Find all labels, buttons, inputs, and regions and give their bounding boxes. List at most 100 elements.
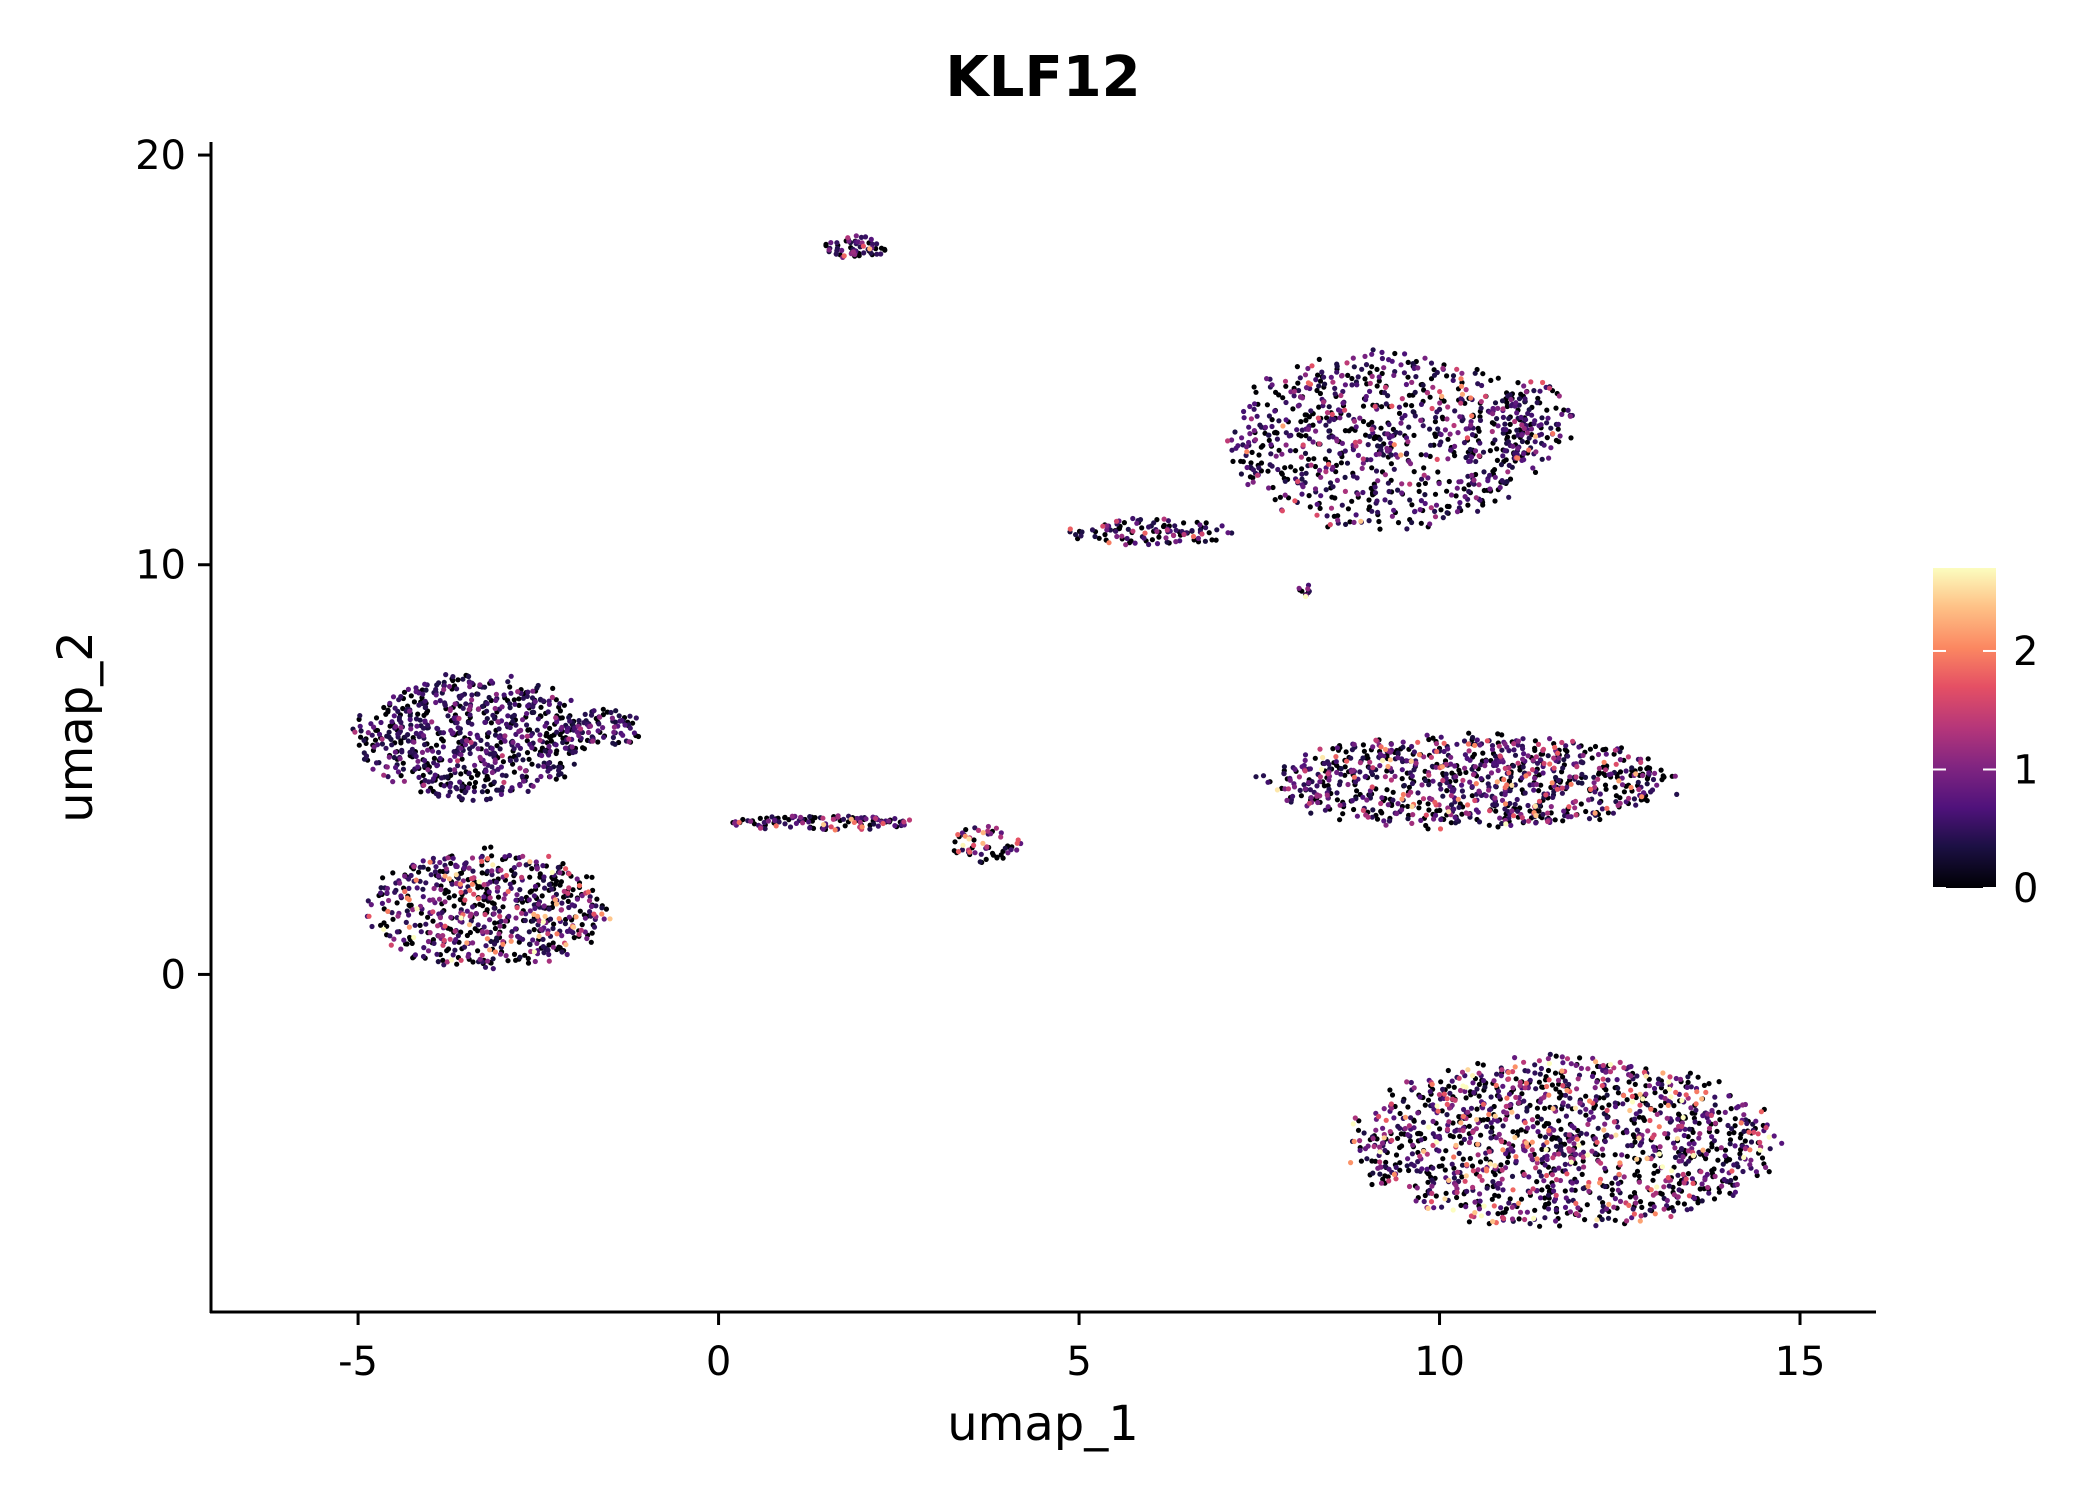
cell-point xyxy=(1502,448,1508,454)
cell-point xyxy=(1587,1098,1593,1104)
cell-point xyxy=(498,918,504,924)
cell-point xyxy=(522,917,528,924)
cell-point xyxy=(1545,1206,1552,1212)
cell-point xyxy=(1349,498,1355,504)
cell-point xyxy=(1592,789,1598,795)
cell-point xyxy=(1164,539,1170,545)
cell-point xyxy=(1349,382,1355,388)
cell-point xyxy=(1536,1169,1543,1175)
cell-point xyxy=(1524,430,1530,436)
cell-point xyxy=(1405,1132,1411,1138)
cell-point xyxy=(1293,448,1299,454)
cell-point xyxy=(1689,1110,1695,1116)
cell-point xyxy=(1561,407,1567,413)
cell-point xyxy=(525,689,531,695)
cell-point xyxy=(1629,1099,1636,1105)
cell-point xyxy=(1321,760,1327,767)
cell-point xyxy=(435,959,441,965)
cell-point xyxy=(427,859,433,865)
cell-point xyxy=(1372,1158,1378,1164)
cell-point xyxy=(1361,748,1367,754)
cell-point xyxy=(538,926,544,932)
cell-point xyxy=(429,719,435,725)
cell-point xyxy=(1470,771,1477,778)
cell-point xyxy=(980,830,986,836)
cell-point xyxy=(1326,461,1332,467)
cell-point xyxy=(459,756,465,762)
cell-point xyxy=(549,694,556,701)
cell-point xyxy=(1463,1095,1469,1101)
cell-point xyxy=(786,817,792,823)
cell-point xyxy=(1532,803,1538,809)
cell-point xyxy=(1360,403,1367,409)
cell-point xyxy=(1113,518,1120,524)
cell-point xyxy=(492,920,498,926)
cell-point xyxy=(1503,1116,1509,1122)
cell-point xyxy=(1305,426,1311,432)
cell-point xyxy=(1632,1081,1638,1087)
cell-point xyxy=(1722,1147,1729,1153)
cell-point xyxy=(547,725,553,732)
cell-point xyxy=(1472,370,1478,376)
cell-point xyxy=(1421,387,1427,393)
cell-point xyxy=(1342,772,1348,778)
cell-point xyxy=(1245,481,1251,488)
cell-point xyxy=(398,738,404,744)
cell-point xyxy=(381,920,387,926)
cell-point xyxy=(546,743,552,750)
cell-point xyxy=(454,961,460,967)
cell-point xyxy=(1481,1203,1487,1209)
cell-point xyxy=(491,779,497,785)
cell-point xyxy=(630,720,636,726)
cell-point xyxy=(394,929,400,935)
cell-point xyxy=(1716,1109,1722,1115)
cell-point xyxy=(1630,1206,1636,1212)
cell-point xyxy=(1480,371,1486,377)
cell-point xyxy=(1378,425,1384,431)
cell-point xyxy=(566,736,572,742)
cell-point xyxy=(460,676,466,682)
cell-point xyxy=(1560,1100,1566,1106)
cell-point xyxy=(1275,466,1281,473)
cell-point xyxy=(540,944,546,950)
cell-point xyxy=(1362,376,1368,382)
cell-point xyxy=(1549,1136,1555,1142)
cell-point xyxy=(1633,1111,1639,1117)
cell-point xyxy=(1577,1100,1583,1106)
cell-point xyxy=(853,233,859,239)
cell-point xyxy=(381,704,387,711)
cell-point xyxy=(1458,383,1465,389)
cell-point xyxy=(1362,353,1368,359)
cell-point xyxy=(1502,801,1509,807)
cell-point xyxy=(1393,1152,1400,1158)
cell-point xyxy=(401,937,407,943)
cell-point xyxy=(1366,497,1372,503)
cell-point xyxy=(1551,765,1557,771)
cell-point xyxy=(1295,403,1301,409)
cell-point xyxy=(1287,448,1293,454)
cell-point xyxy=(1573,1200,1579,1206)
cell-point xyxy=(1611,1119,1617,1125)
cell-point xyxy=(1580,752,1586,759)
cell-point xyxy=(1494,416,1500,422)
cell-point xyxy=(1442,1167,1448,1173)
cell-point xyxy=(1317,378,1324,384)
cell-point xyxy=(1421,1198,1427,1205)
cell-point xyxy=(408,693,414,699)
cell-point xyxy=(568,697,574,704)
cell-point xyxy=(1648,1106,1654,1112)
cell-point xyxy=(1380,757,1386,764)
cell-point xyxy=(1531,787,1537,793)
cell-point xyxy=(1564,1171,1570,1177)
cell-point xyxy=(1399,481,1405,487)
cell-point xyxy=(1544,1172,1550,1179)
cell-point xyxy=(1553,1086,1559,1092)
cell-point xyxy=(532,699,538,705)
cell-point xyxy=(1615,1090,1621,1096)
cell-point xyxy=(1513,400,1519,406)
cell-point xyxy=(1351,806,1357,813)
cell-point xyxy=(1467,446,1473,453)
cell-point xyxy=(1482,1084,1488,1090)
cell-point xyxy=(1604,805,1610,812)
cell-point xyxy=(458,957,464,963)
